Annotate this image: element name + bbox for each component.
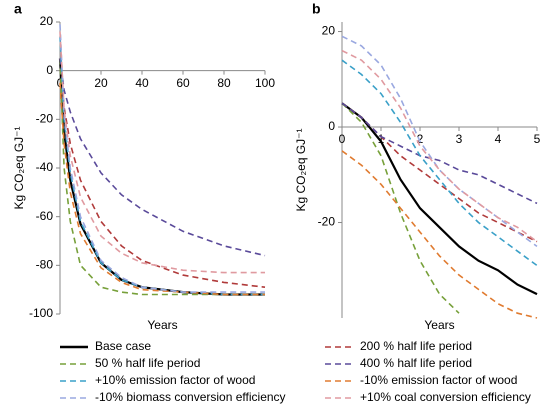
y-tick-label: 0 bbox=[46, 63, 53, 77]
panel-label: a bbox=[14, 1, 22, 17]
series-line bbox=[59, 58, 265, 296]
y-tick-label: -20 bbox=[318, 215, 336, 229]
y-tick-label: -20 bbox=[36, 112, 54, 126]
series-line bbox=[341, 150, 538, 319]
series-line bbox=[59, 24, 265, 293]
series-line bbox=[59, 58, 266, 257]
legend-label: Base case bbox=[95, 339, 151, 353]
x-axis-label: Years bbox=[147, 318, 177, 332]
y-tick-label: 0 bbox=[328, 119, 335, 133]
y-tick-label: 20 bbox=[40, 14, 54, 28]
x-axis-label: Years bbox=[424, 318, 454, 332]
legend-label: 50 % half life period bbox=[95, 356, 200, 370]
legend-label: 200 % half life period bbox=[360, 339, 472, 353]
legend-label: -10% biomass conversion efficiency bbox=[95, 390, 286, 404]
legend-label: +10% emission factor of wood bbox=[95, 373, 255, 387]
x-tick-label: 4 bbox=[495, 132, 502, 146]
y-tick-label: 20 bbox=[322, 24, 336, 38]
series-line bbox=[58, 58, 265, 296]
series-line bbox=[59, 82, 265, 296]
legend-label: +10% coal conversion efficiency bbox=[360, 390, 531, 404]
x-tick-label: 60 bbox=[176, 76, 190, 90]
y-tick-label: -60 bbox=[36, 209, 54, 223]
series-line bbox=[59, 58, 266, 288]
x-tick-label: 80 bbox=[217, 76, 231, 90]
series-line bbox=[341, 102, 538, 243]
legend-label: 400 % half life period bbox=[360, 356, 472, 370]
y-axis-label: Kg CO₂eq GJ⁻¹ bbox=[294, 128, 308, 211]
x-tick-label: 20 bbox=[94, 76, 108, 90]
x-tick-label: 5 bbox=[534, 132, 541, 146]
y-tick-label: -40 bbox=[36, 160, 54, 174]
x-tick-label: 100 bbox=[255, 76, 275, 90]
panel-label: b bbox=[312, 1, 321, 17]
series-line bbox=[59, 31, 265, 274]
y-tick-label: -100 bbox=[29, 306, 53, 320]
series-line bbox=[341, 102, 538, 205]
y-tick-label: -80 bbox=[36, 258, 54, 272]
series-line bbox=[341, 49, 538, 243]
series-line bbox=[341, 35, 538, 248]
legend-label: -10% emission factor of wood bbox=[360, 373, 517, 387]
x-tick-label: 40 bbox=[135, 76, 149, 90]
x-tick-label: 0 bbox=[339, 132, 346, 146]
series-line bbox=[341, 102, 538, 296]
x-tick-label: 1 bbox=[378, 132, 385, 146]
x-tick-label: 2 bbox=[417, 132, 424, 146]
y-axis-label: Kg CO₂eq GJ⁻¹ bbox=[12, 126, 26, 209]
x-tick-label: 3 bbox=[456, 132, 463, 146]
series-line bbox=[59, 36, 265, 296]
series-line bbox=[341, 59, 538, 267]
